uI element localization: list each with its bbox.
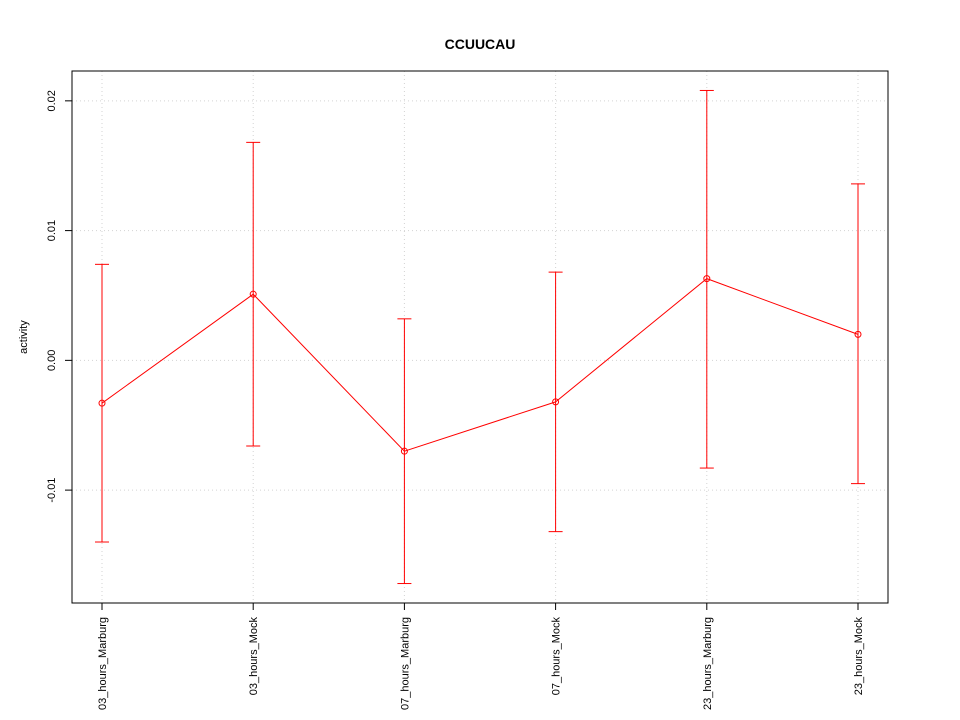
y-tick-label: 0.01 [46,220,58,241]
chart-title: CCUUCAU [445,36,516,52]
x-tick-label: 23_hours_Mock [853,617,865,696]
data-point [854,330,862,338]
x-tick-label: 07_hours_Mock [551,617,563,696]
series [95,89,865,585]
series-line [101,278,859,452]
y-tick-label: 0.02 [46,90,58,111]
x-tick-label: 03_hours_Mock [248,617,260,696]
y-axis-label: activity [18,320,30,354]
data-point [249,290,257,298]
x-tick-label: 07_hours_Marburg [399,617,411,710]
data-point [98,399,106,407]
y-tick-label: 0.00 [46,350,58,371]
x-tick-label: 23_hours_Marburg [702,617,714,710]
x-tick-label: 03_hours_Marburg [97,617,109,710]
y-tick-label: -0.01 [46,478,58,503]
data-point [552,398,560,406]
data-point [400,447,408,455]
data-point [703,275,711,283]
axes: 03_hours_Marburg 03_hours_Mock 07_hours_Ma… [46,90,865,710]
